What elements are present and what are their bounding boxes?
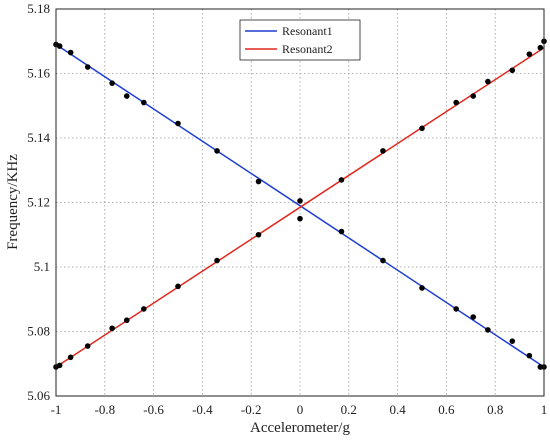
x-axis-label: Accelerometer/g [250,420,350,436]
x-tick-label: 0.8 [487,402,503,417]
data-point-resonant1 [109,80,115,86]
x-tick-label: 0.6 [438,402,455,417]
data-point-resonant1 [255,178,262,185]
data-point-resonant2 [453,99,459,106]
y-tick-label: 5.1 [34,259,50,274]
data-point-resonant1 [509,338,516,344]
x-tick-label: 0 [297,402,304,417]
data-point-resonant1 [380,257,386,264]
x-tick-label: -1 [51,402,62,417]
data-point-resonant1 [84,64,91,70]
data-point-resonant2 [141,306,147,312]
y-tick-label: 5.08 [27,324,50,339]
x-tick-label: -0.4 [192,402,213,417]
data-point-resonant2 [338,177,345,183]
y-tick-label: 5.12 [27,195,50,210]
y-tick-label: 5.18 [27,1,50,16]
data-point-resonant2 [537,44,544,51]
data-point-resonant2 [56,362,63,369]
data-point-resonant1 [453,306,459,312]
data-point-resonant2 [109,325,115,332]
data-point-resonant1 [338,228,345,235]
data-point-resonant2 [526,51,533,57]
legend-box [239,19,361,61]
x-tick-label: 0.2 [341,402,357,417]
data-point-resonant1 [470,314,477,320]
data-point-resonant2 [67,354,74,361]
data-point-resonant2 [470,93,477,99]
data-point-resonant2 [297,215,303,222]
x-tick-label: 0.4 [389,402,406,417]
legend-label-resonant2: Resonant2 [282,42,333,56]
y-axis-label: Frequency/KHz [5,154,21,250]
data-point-resonant2 [84,343,91,349]
data-point-resonant2 [380,148,386,154]
data-point-resonant1 [123,93,130,99]
data-point-resonant1 [141,99,147,106]
data-point-resonant2 [255,231,262,238]
plot-frame [55,8,545,397]
legend: Resonant1 Resonant2 [239,19,361,61]
x-tick-label: -0.6 [143,402,164,417]
x-tick-label: -0.8 [95,402,116,417]
y-tick-label: 5.16 [27,66,50,81]
data-point-resonant1 [67,49,74,56]
data-point-resonant2 [485,78,491,85]
data-point-resonant2 [509,67,516,74]
data-point-resonant1 [526,352,533,359]
fit-line-resonant1 [55,43,545,368]
x-tick-labels: -1 -0.8 -0.6 -0.4 -0.2 0 0.2 0.4 0.6 0.8 1 [51,402,548,417]
data-points [53,38,547,370]
data-point-resonant1 [214,148,220,154]
data-point-resonant1 [485,327,491,333]
data-point-resonant1 [297,198,303,204]
data-point-resonant1 [56,43,63,49]
fit-line-resonant2 [55,47,545,368]
data-point-resonant1 [175,120,181,127]
data-point-resonant2 [123,317,130,324]
data-point-resonant2 [214,257,220,264]
x-tick-label: 1 [541,402,548,417]
data-point-resonant2 [419,125,425,132]
legend-label-resonant1: Resonant1 [282,24,333,38]
x-tick-label: -0.2 [241,402,262,417]
y-tick-label: 5.06 [27,388,50,403]
y-tick-label: 5.14 [27,130,50,145]
fit-lines [55,43,545,368]
y-tick-labels: 5.06 5.08 5.1 5.12 5.14 5.16 5.18 [27,1,50,403]
data-point-resonant2 [175,283,181,290]
data-point-resonant1 [419,285,425,291]
